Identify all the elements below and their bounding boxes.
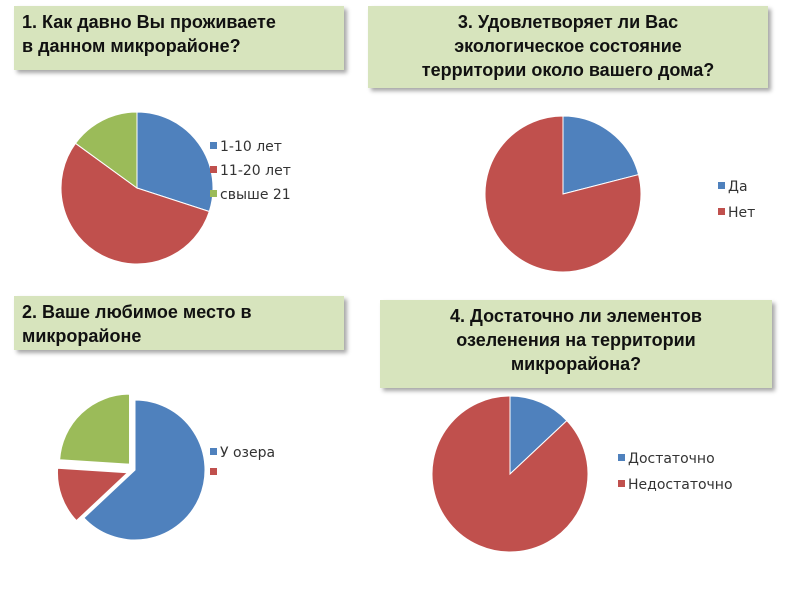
question-1-title: 1. Как давно Вы проживаете в данном микр… [14,6,344,70]
pie-1-legend-swatch-2 [210,166,217,173]
pie-4-legend-swatch-2 [618,480,625,487]
pie-2-legend-swatch-1 [210,448,217,455]
pie-3-legend-label-1: Да [728,179,748,195]
pie-1-legend-swatch-1 [210,142,217,149]
pie-1-slice-3 [74,111,138,189]
pie-1-slice-1 [136,111,214,213]
question-3-title: 3. Удовлетворяет ли Вас экологическое со… [368,6,768,88]
question-4-line-3: микрорайона? [510,354,642,374]
pie-2-legend-swatch-2 [210,468,217,475]
question-3-line-2: экологическое состояние [454,36,682,56]
pie-4-legend-label-1: Достаточно [628,451,715,467]
pie-2-slice-3 [59,393,131,465]
pie-3-legend-label-2: Нет [728,205,755,221]
pie-1-legend-label-2: 11-20 лет [220,163,291,179]
question-2-line-1: 2. Ваше любимое место в [22,302,252,322]
pie-chart-2: У озера [56,393,275,541]
question-4-title: 4. Достаточно ли элементов озеленения на… [380,300,772,388]
pie-chart-4: Достаточно Недостаточно [431,395,733,553]
pie-1-slice-2 [60,142,210,265]
question-1-line-1: 1. Как давно Вы проживаете [22,12,276,32]
pie-2-legend-label-1: У озера [220,445,275,461]
pie-chart-1: 1-10 лет 11-20 лет свыше 21 [60,111,291,265]
pie-4-legend-label-2: Недостаточно [628,477,733,493]
pie-1-legend-swatch-3 [210,190,217,197]
pie-3-legend-swatch-2 [718,208,725,215]
question-1-line-2: в данном микрорайоне? [22,36,241,56]
question-3-line-1: 3. Удовлетворяет ли Вас [457,12,679,32]
pie-3-slice-2 [484,115,642,273]
question-3-line-3: территории около вашего дома? [421,60,715,80]
pie-4-slice-1 [509,395,568,476]
question-2-title: 2. Ваше любимое место в микрорайоне [14,296,344,350]
question-4-line-1: 4. Достаточно ли элементов [450,306,702,326]
question-2-line-2: микрорайоне [22,326,142,346]
pie-chart-3: Да Нет [484,115,755,273]
pie-4-slice-2 [431,395,589,553]
pie-1-legend-label-3: свыше 21 [220,187,291,203]
question-4-line-2: озеленения на территории [456,330,696,350]
pie-2-slice-1 [83,399,206,541]
pie-1-legend-label-1: 1-10 лет [220,139,282,155]
pie-2-slice-2 [56,467,129,522]
pie-3-legend-swatch-1 [718,182,725,189]
pie-3-slice-1 [562,115,640,195]
pie-4-legend-swatch-1 [618,454,625,461]
